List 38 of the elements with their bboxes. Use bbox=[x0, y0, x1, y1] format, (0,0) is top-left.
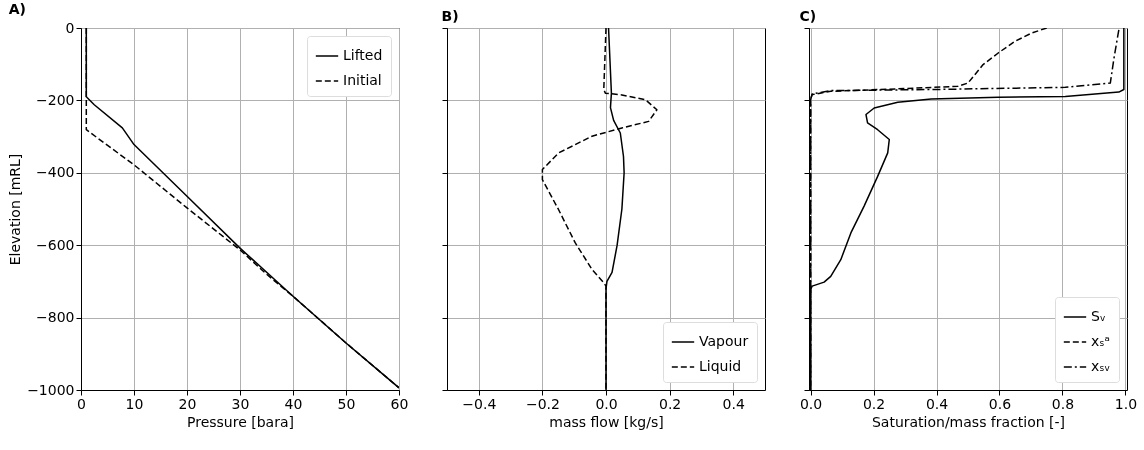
legend-label: Initial bbox=[343, 72, 382, 88]
y-tick-label: −200 bbox=[36, 91, 75, 108]
y-tick-label: −800 bbox=[36, 309, 75, 326]
x-tick-label: 40 bbox=[284, 395, 303, 412]
x-tick-label: 0.0 bbox=[799, 395, 823, 412]
x-tick-label: 10 bbox=[125, 395, 144, 412]
legend-label: Lifted bbox=[343, 47, 383, 63]
x-axis-title: Pressure [bara] bbox=[187, 413, 294, 430]
x-tick-label: 0.0 bbox=[595, 395, 618, 412]
x-tick-label: 1.0 bbox=[1114, 395, 1138, 412]
x-axis-title: Saturation/mass fraction [-] bbox=[871, 413, 1066, 430]
x-tick-label: 50 bbox=[337, 395, 356, 412]
y-tick-label: 0 bbox=[65, 19, 75, 36]
y-axis-title: Elevation [mRL] bbox=[7, 153, 24, 266]
x-tick-label: −0.2 bbox=[525, 395, 560, 412]
chart-title: C) bbox=[799, 7, 817, 24]
x-tick-label: 30 bbox=[231, 395, 250, 412]
chart-title: B) bbox=[441, 7, 459, 24]
x-tick-label: −0.4 bbox=[462, 395, 497, 412]
x-tick-label: 0 bbox=[77, 395, 86, 412]
y-tick-label: −400 bbox=[36, 164, 75, 181]
legend-label: xₛᵃ bbox=[1091, 333, 1110, 349]
x-axis-title: mass flow [kg/s] bbox=[549, 413, 664, 430]
chart-title: A) bbox=[8, 1, 26, 17]
legend-label: Liquid bbox=[699, 358, 742, 374]
x-tick-label: 60 bbox=[390, 395, 409, 412]
y-tick-label: −600 bbox=[36, 236, 75, 253]
legend-label: xₛᵥ bbox=[1091, 358, 1111, 374]
y-tick-label: −1000 bbox=[27, 381, 75, 398]
x-tick-label: 0.2 bbox=[862, 395, 886, 412]
x-tick-label: 0.4 bbox=[722, 395, 745, 412]
x-tick-label: 0.4 bbox=[925, 395, 949, 412]
legend-label: Vapour bbox=[699, 333, 749, 349]
x-tick-label: 20 bbox=[178, 395, 197, 412]
x-tick-label: 0.2 bbox=[658, 395, 682, 412]
legend-label: Sᵥ bbox=[1091, 308, 1106, 324]
x-tick-label: 0.8 bbox=[1051, 395, 1075, 412]
x-tick-label: 0.6 bbox=[988, 395, 1012, 412]
